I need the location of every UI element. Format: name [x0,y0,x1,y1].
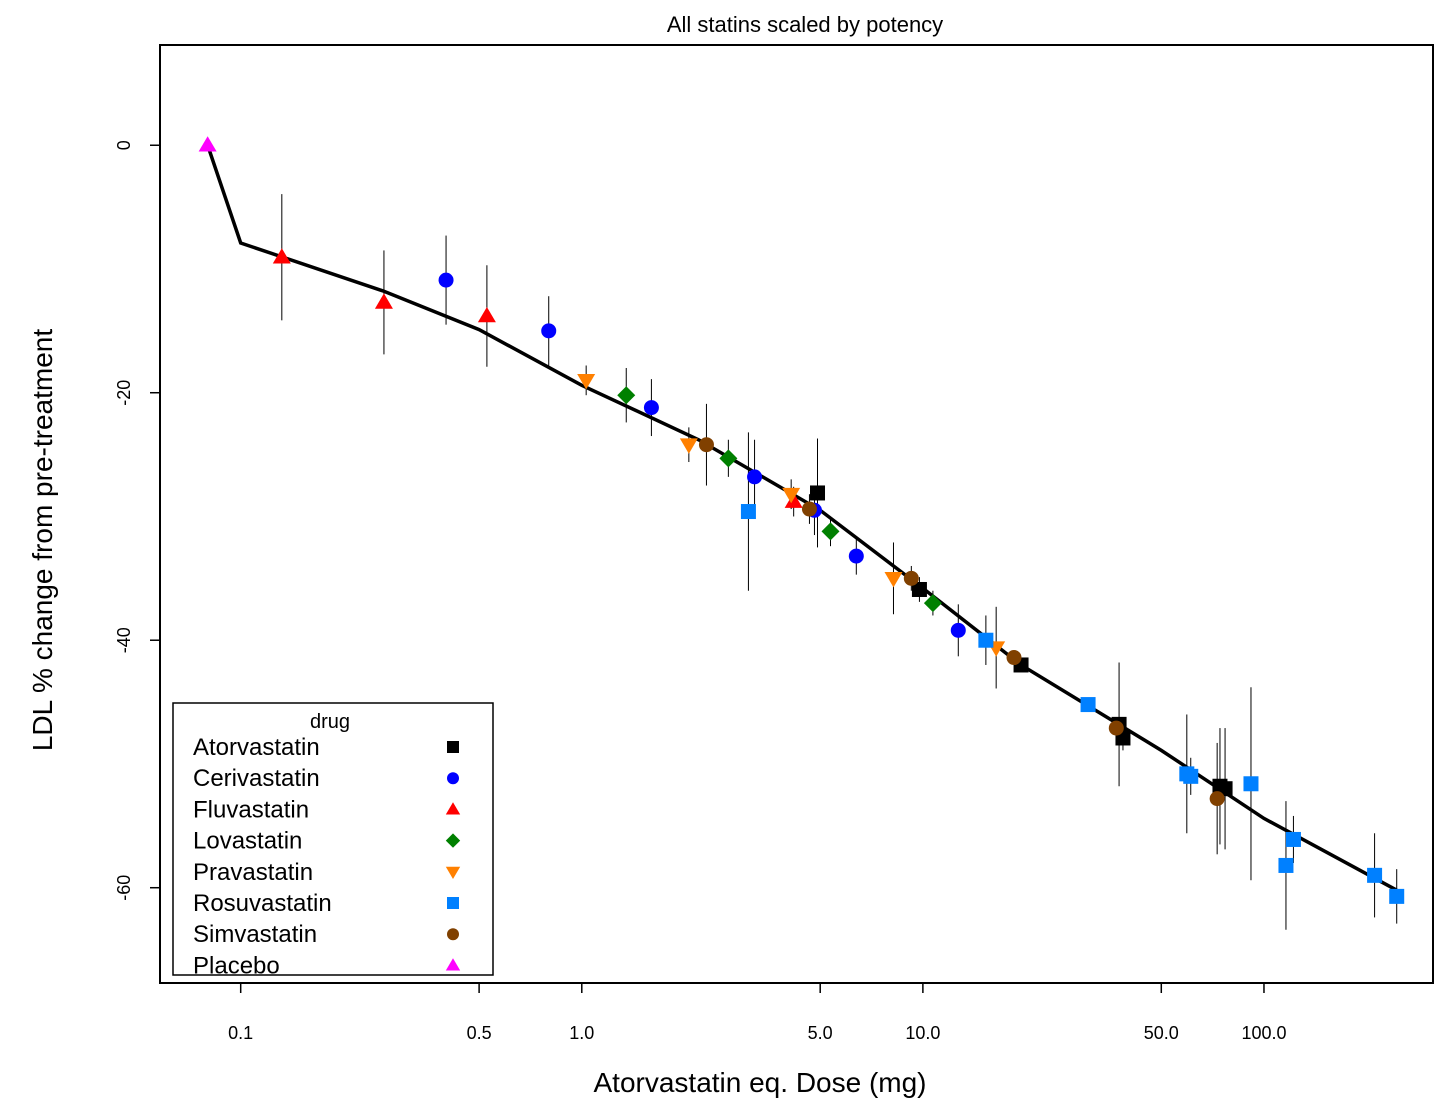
legend-marker [447,897,459,909]
point [784,492,803,508]
point [374,293,393,309]
y-axis-label: LDL % change from pre-treatment [27,329,58,751]
point [911,581,927,597]
x-tick-label: 50.0 [1144,1023,1179,1043]
point [477,307,496,323]
point [617,386,636,405]
point [1389,888,1405,904]
point [1278,857,1294,873]
legend-marker [445,958,461,971]
x-tick-label: 100.0 [1241,1023,1286,1043]
x-tick-label: 10.0 [905,1023,940,1043]
x-tick-label: 0.1 [228,1023,253,1043]
legend-marker [447,772,459,785]
point [1367,867,1383,883]
point [1285,831,1301,847]
chart-title: All statins scaled by potency [667,12,943,37]
point [978,632,994,648]
point [679,438,698,454]
point [438,272,454,288]
legend-label: Placebo [193,952,280,979]
legend-label: Atorvastatin [193,734,320,761]
x-tick-label: 0.5 [467,1023,492,1043]
legend-label: Fluvastatin [193,796,309,823]
point [903,570,919,586]
point [884,572,903,588]
legend-marker [447,741,459,753]
y-tick-label: -20 [114,380,134,406]
point [810,485,826,501]
legend-marker [447,928,459,941]
point [198,136,217,152]
point [782,487,801,504]
point [577,374,596,390]
legend-label: Lovastatin [193,828,302,855]
y-tick-label: 0 [114,140,134,150]
point [643,400,659,416]
point [1209,791,1225,807]
legend-title: drug [310,711,350,733]
legend-box [172,702,494,976]
legend-label: Rosuvastatin [193,890,332,917]
x-tick-label: 1.0 [569,1023,594,1043]
point [541,323,557,339]
legend-label: Cerivastatin [193,765,320,792]
point [1243,776,1259,792]
point [719,449,738,468]
x-tick-label: 5.0 [808,1023,833,1043]
point [821,522,840,541]
point [1183,768,1199,784]
point [747,469,763,485]
point [923,594,942,613]
legend-marker [445,866,461,879]
point [698,437,714,453]
legend-label: Pravastatin [193,859,313,886]
point [1006,650,1022,666]
point [1108,720,1124,736]
plot-frame [159,44,1434,984]
legend-marker [445,802,461,815]
point [1080,697,1096,713]
legend-label: Simvastatin [193,921,317,948]
point [801,501,817,517]
point [740,504,756,520]
y-tick-label: -40 [114,627,134,653]
point [272,248,291,264]
x-axis-label: Atorvastatin eq. Dose (mg) [593,1067,926,1098]
point [848,548,864,564]
y-tick-label: -60 [114,875,134,901]
legend: drug Atorvastatin Cerivastatin Fluvastatin… [172,702,494,979]
legend-marker [445,833,461,848]
point [950,622,966,638]
